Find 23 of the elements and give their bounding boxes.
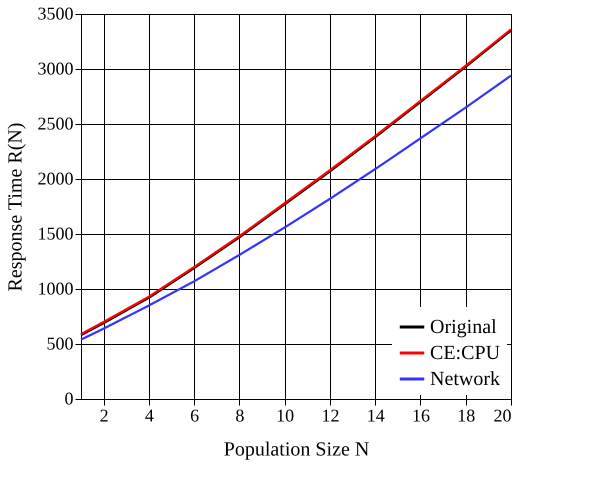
- x-tick-label: 14: [366, 406, 385, 426]
- y-tick-label: 1500: [38, 224, 74, 244]
- y-tick-label: 0: [64, 388, 74, 408]
- x-axis-title: Population Size N: [224, 438, 370, 460]
- x-tick-label: 4: [144, 406, 154, 426]
- legend-label: CE:CPU: [430, 342, 501, 364]
- legend-label: Network: [430, 368, 500, 390]
- legend-label: Original: [430, 316, 498, 338]
- y-tick-label: 2000: [38, 168, 74, 188]
- y-tick-label: 1000: [38, 278, 74, 298]
- x-tick-label: 18: [457, 406, 476, 426]
- x-tick-label: 16: [412, 406, 430, 426]
- y-axis-title: Response Time R(N): [4, 122, 26, 292]
- x-tick-label: 2: [100, 406, 109, 426]
- y-tick-label: 3500: [38, 4, 74, 24]
- x-tick-label: 10: [276, 406, 294, 426]
- y-tick-label: 500: [46, 334, 74, 354]
- x-tick-label: 6: [190, 406, 200, 426]
- x-tick-label: 8: [235, 406, 244, 426]
- y-tick-label: 3000: [38, 58, 74, 78]
- x-tick-label: 12: [321, 406, 340, 426]
- x-tick-label: 20: [494, 406, 512, 426]
- y-tick-label: 2500: [38, 114, 74, 134]
